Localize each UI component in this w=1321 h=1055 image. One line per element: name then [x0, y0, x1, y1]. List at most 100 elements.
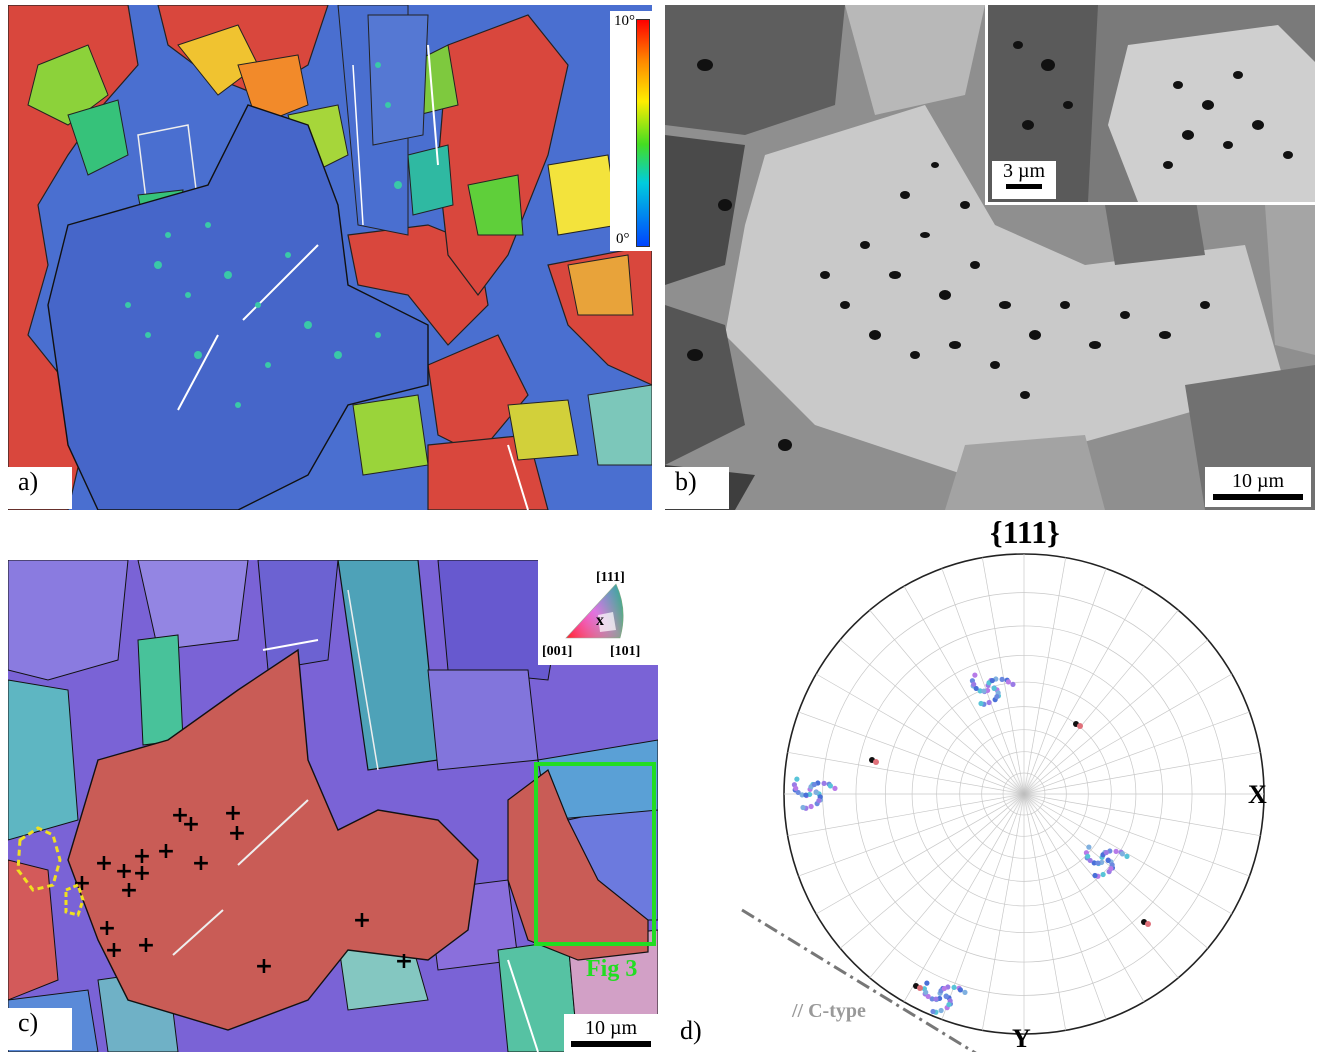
svg-text:+: +	[395, 949, 413, 974]
pole-point	[929, 996, 935, 1002]
pole-point	[1085, 853, 1091, 859]
pole-figure-axis-x: X	[1248, 780, 1267, 809]
pole-point	[978, 700, 984, 707]
pole-point	[795, 789, 801, 796]
panel-b-inset-scale-text: 3 µm	[1002, 160, 1046, 182]
panel-c-scale-bar	[571, 1041, 651, 1047]
ipf-label-111: [111]	[596, 570, 625, 585]
pole-point	[994, 693, 1000, 700]
panel-d-pole-figure: {111} X Y // C-type d)	[672, 512, 1317, 1052]
panel-b-inset-scalebar: 3 µm	[992, 161, 1056, 199]
pole-point	[938, 1007, 944, 1014]
pole-point	[832, 785, 838, 791]
ipf-triangle-svg	[565, 583, 624, 639]
pole-point	[925, 993, 931, 1000]
svg-text:+: +	[171, 803, 189, 828]
panel-b-sem-image: 3 µm b) 10 µm	[665, 5, 1315, 510]
pole-point	[800, 804, 806, 811]
pole-point	[1103, 849, 1109, 856]
panel-c-label: c)	[8, 1008, 72, 1050]
svg-text:+: +	[224, 801, 242, 826]
svg-text:+: +	[95, 851, 113, 876]
pole-point	[1108, 865, 1114, 872]
svg-text:+: +	[115, 859, 133, 884]
pole-point	[951, 984, 957, 990]
panel-c-scalebar: 10 µm	[564, 1014, 658, 1052]
pole-figure-svg	[741, 553, 1265, 1052]
pole-point	[981, 688, 987, 694]
svg-text:+: +	[182, 812, 200, 837]
panel-c-scale-text: 10 µm	[584, 1017, 638, 1039]
panel-a-label: a)	[8, 467, 72, 509]
svg-text:+: +	[98, 916, 116, 941]
pole-point	[1086, 844, 1092, 850]
pole-point	[873, 759, 879, 765]
pole-point	[803, 792, 809, 798]
pole-point	[813, 789, 819, 795]
c-type-line	[741, 908, 977, 1052]
pole-point	[941, 985, 947, 992]
panel-b-scale-text: 10 µm	[1231, 470, 1285, 492]
pole-figure-axis-y: Y	[1012, 1024, 1031, 1052]
pole-point	[1145, 921, 1151, 927]
pole-point	[1010, 681, 1016, 687]
pole-point	[946, 1001, 952, 1008]
pole-clusters	[791, 672, 1151, 1015]
pole-point	[957, 987, 963, 993]
pole-point	[933, 996, 939, 1002]
pole-point	[799, 792, 805, 798]
pole-point	[1095, 860, 1101, 866]
pole-point	[1124, 853, 1130, 859]
pole-point	[1119, 851, 1125, 857]
pole-point	[793, 785, 799, 791]
svg-text:+: +	[133, 861, 151, 886]
pole-point	[1091, 860, 1097, 866]
pole-point	[971, 681, 977, 687]
pole-point	[973, 685, 979, 692]
pole-point	[816, 797, 822, 804]
ipf-color-key: [111] [001] [101] x	[538, 560, 658, 665]
svg-text:+: +	[137, 933, 155, 958]
pole-point	[808, 803, 814, 810]
c-type-reference: // C-type	[792, 1000, 866, 1022]
pole-point	[924, 980, 930, 986]
svg-text:+: +	[157, 839, 175, 864]
svg-text:+: +	[228, 821, 246, 846]
pole-point	[1113, 848, 1119, 854]
pole-point	[821, 780, 827, 786]
pole-point	[811, 781, 817, 788]
pole-point	[972, 672, 978, 678]
pole-point	[943, 993, 949, 999]
pole-point	[1087, 857, 1093, 864]
ipf-label-101: [101]	[610, 644, 641, 659]
panel-b-inset-scale-bar	[1006, 184, 1042, 189]
pole-point	[986, 699, 992, 706]
panel-b-scale-bar	[1213, 494, 1303, 500]
pole-point	[930, 1008, 936, 1015]
kam-colorbar-gradient	[636, 19, 650, 247]
pole-point	[999, 676, 1005, 682]
pole-point	[827, 783, 833, 789]
pole-point	[1105, 857, 1111, 863]
pole-point	[1005, 679, 1011, 685]
kam-colorbar: 10° 0°	[610, 11, 652, 251]
panel-b-inset: 3 µm	[985, 5, 1315, 205]
ipf-label-x: x	[596, 612, 604, 629]
svg-text:+: +	[133, 844, 151, 869]
pole-point	[1077, 723, 1083, 729]
svg-text:+: +	[353, 908, 371, 933]
pole-point	[991, 685, 997, 691]
svg-text:+: +	[192, 851, 210, 876]
panel-b-label: b)	[665, 467, 729, 509]
panel-a-kam-map: 10° 0° a)	[8, 5, 652, 510]
svg-text:+: +	[255, 954, 273, 979]
ipf-label-001: [001]	[542, 644, 573, 659]
kam-colorbar-min: 0°	[616, 231, 630, 247]
kam-colorbar-max: 10°	[614, 13, 635, 29]
pole-point	[1100, 871, 1106, 878]
pole-point	[977, 688, 983, 694]
pole-point	[923, 989, 929, 995]
pole-point	[794, 776, 800, 782]
svg-text:+: +	[73, 871, 91, 896]
svg-text:+: +	[120, 878, 138, 903]
